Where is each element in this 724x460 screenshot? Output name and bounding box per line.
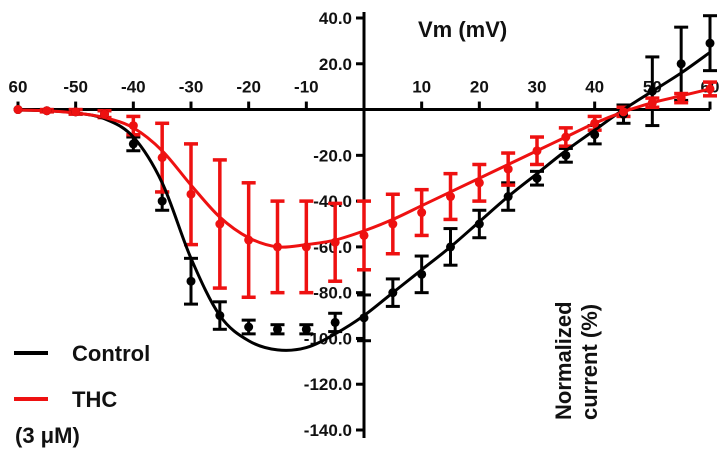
y-tick-label: -140.0 [304, 421, 352, 440]
y-tick-label: -40.0 [313, 192, 352, 211]
control-data-point [215, 311, 225, 321]
thc-data-point [71, 107, 81, 117]
thc-data-point [417, 208, 427, 218]
thc-data-point [42, 106, 52, 116]
control-data-point [359, 313, 369, 323]
control-data-point [273, 324, 282, 334]
y-axis-title: Normalized current (%) [551, 301, 602, 420]
y-tick-label: 40.0 [319, 9, 352, 28]
control-data-point [532, 173, 542, 183]
y-axis-title-line-2: current (%) [577, 304, 602, 420]
x-tick-label: 20 [470, 78, 489, 97]
control-data-point [561, 150, 571, 160]
thc-data-point [446, 192, 455, 202]
control-data-point [157, 196, 167, 206]
x-tick-label: 30 [528, 78, 547, 97]
thc-data-point [157, 153, 167, 163]
control-data-point [446, 242, 455, 252]
legend: Control THC (3 μM) [14, 341, 150, 448]
thc-data-point [273, 242, 282, 252]
thc-data-point [100, 109, 109, 119]
thc-data-point [128, 121, 138, 131]
control-data-point [244, 322, 254, 332]
legend-label-thc-concentration: (3 μM) [15, 423, 80, 448]
thc-data-point [301, 242, 311, 252]
control-data-point [474, 219, 484, 229]
control-data-point [330, 317, 340, 327]
error-bars [39, 14, 717, 343]
thc-data-point [590, 118, 600, 128]
x-tick-label: -40 [121, 78, 146, 97]
legend-item-control: Control [14, 341, 150, 366]
control-data-point [590, 130, 600, 140]
thc-data-point [561, 132, 571, 142]
x-tick-label: -30 [179, 78, 204, 97]
thc-data-point [186, 189, 196, 199]
thc-data-point [532, 146, 542, 156]
x-tick-label: -10 [294, 78, 319, 97]
control-data-point [388, 288, 398, 298]
control-data-point [647, 86, 657, 96]
thc-data-point [244, 235, 254, 245]
legend-label-thc: THC [72, 387, 117, 412]
thc-data-point [647, 98, 657, 108]
x-axis-title: Vm (mV) [418, 17, 507, 42]
x-tick-label: 60 [9, 78, 28, 97]
thc-data-point [676, 93, 686, 103]
thc-data-point [705, 84, 715, 94]
x-tick-label: -20 [236, 78, 261, 97]
thc-data-point [215, 219, 225, 229]
thc-data-point [474, 178, 484, 188]
x-tick-label: -50 [63, 78, 88, 97]
thc-data-point [388, 219, 398, 229]
x-tick-label: 10 [412, 78, 431, 97]
y-axis-title-line-1: Normalized [551, 301, 576, 420]
x-ticks: 60-50-40-30-20-10102030405060 [9, 78, 719, 110]
control-data-point [417, 269, 427, 279]
control-data-point [128, 139, 138, 149]
thc-data-point [330, 237, 340, 247]
thc-data-point [13, 105, 23, 115]
control-data-point [301, 324, 311, 334]
legend-item-thc: THC (3 μM) [14, 387, 117, 448]
y-tick-label: -120.0 [304, 375, 352, 394]
control-data-point [705, 38, 715, 48]
control-data-point [676, 59, 686, 69]
control-data-point [186, 276, 196, 286]
thc-data-point [619, 107, 628, 117]
data-points [13, 38, 715, 334]
legend-label-control: Control [72, 341, 150, 366]
y-tick-label: -80.0 [313, 284, 352, 303]
control-data-point [503, 192, 513, 202]
x-tick-label: 40 [585, 78, 604, 97]
y-tick-label: -20.0 [313, 146, 352, 165]
thc-data-point [503, 164, 513, 174]
y-tick-label: 20.0 [319, 55, 352, 74]
thc-data-point [359, 230, 369, 240]
